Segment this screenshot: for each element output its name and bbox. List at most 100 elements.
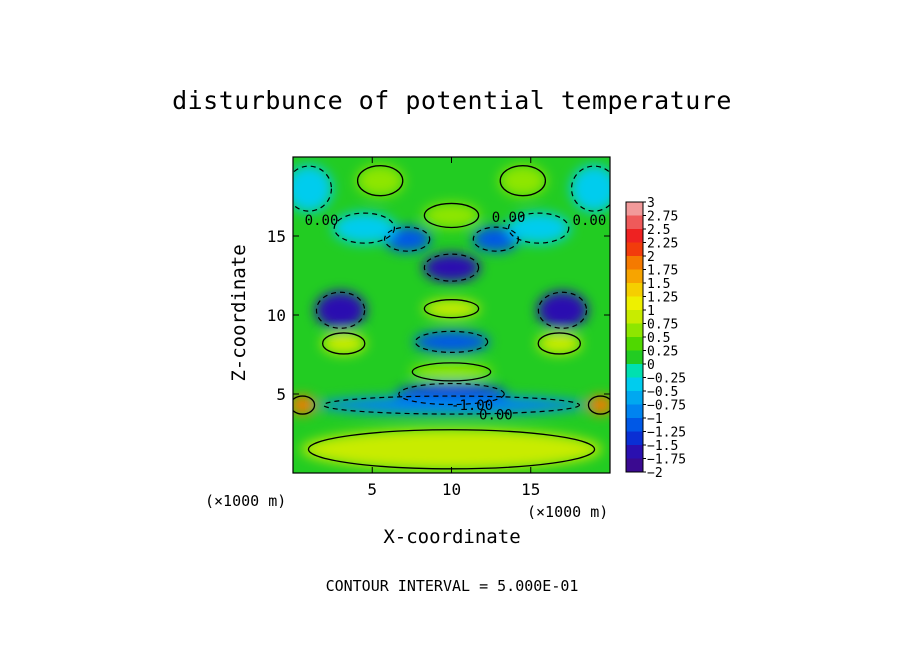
- contour-ring-green-mid-low: [411, 362, 492, 382]
- contour-ring-upper-left-cyan: [333, 212, 396, 244]
- colorbar-swatch-3: [626, 242, 643, 257]
- colorbar-label-19: −1.75: [647, 453, 686, 468]
- contour-ring-top-corner-left: [293, 165, 333, 212]
- contour-label-3: -1.00: [451, 398, 493, 414]
- field-region-upper-left-blue: [315, 291, 366, 330]
- field-region-top-corner-right: [570, 164, 610, 213]
- field-region-upper-right-blue: [537, 291, 588, 330]
- z-unit-label: (×1000 m): [205, 492, 287, 510]
- colorbar-swatch-2: [626, 229, 643, 243]
- contour-ring-lower-mid-blue: [398, 382, 505, 406]
- contour-ring-upper-mid-blue: [423, 253, 480, 282]
- colorbar-swatch-5: [626, 269, 643, 284]
- colorbar-swatch-10: [626, 337, 643, 351]
- field-region-upper-mid-blue-left: [383, 226, 431, 252]
- colorbar-label-9: 0.75: [647, 318, 678, 333]
- contour-interval-note: CONTOUR INTERVAL = 5.000E-01: [325, 577, 579, 595]
- y-tick-label-15: 15: [267, 227, 286, 246]
- field-region-green-top-left: [356, 164, 404, 197]
- colorbar-swatch-14: [626, 391, 643, 405]
- field-region-green-top: [422, 202, 481, 229]
- colorbar-label-6: 1.5: [647, 277, 670, 292]
- contour-ring-upper-right-blue: [537, 291, 588, 329]
- field-region-green-left: [321, 332, 366, 355]
- field-region-top-corner-left: [293, 164, 333, 213]
- colorbar-label-12: 0: [647, 358, 655, 373]
- colorbar-swatch-8: [626, 310, 643, 324]
- colorbar-label-17: −1.25: [647, 426, 686, 441]
- field-region-upper-left-cyan: [332, 212, 397, 244]
- colorbar-label-7: 1.25: [647, 291, 678, 306]
- colorbar-label-1: 2.75: [647, 210, 678, 225]
- contour-ring-green-top: [423, 202, 480, 229]
- field-region-yellow-bottom: [300, 428, 603, 470]
- contour-ring-green-top-left: [356, 165, 404, 197]
- x-tick-label-5: 5: [367, 480, 377, 499]
- colorbar-label-16: −1: [647, 412, 663, 427]
- field-region-hot-left-edge: [293, 395, 316, 415]
- colorbar-label-11: 0.25: [647, 345, 678, 360]
- field-region-green-top-right: [499, 164, 547, 197]
- colorbar-label-15: −0.75: [647, 399, 686, 414]
- axis-ticks: 5 10 15 5 10 15: [267, 157, 610, 499]
- contour-label-4: 0.00: [479, 408, 513, 424]
- colorbar-swatch-6: [626, 283, 643, 297]
- x-axis-label: X-coordinate: [383, 526, 521, 548]
- field-region-green-center: [422, 299, 481, 319]
- field-region-mid-blue: [413, 330, 490, 353]
- field-region-upper-mid-blue: [422, 253, 481, 282]
- colorbar-label-13: −0.25: [647, 372, 686, 387]
- contour-label-2: 0.00: [573, 213, 607, 229]
- chart-title: disturbunce of potential temperature: [172, 86, 732, 115]
- contour-ring-hot-left-edge: [293, 395, 316, 415]
- contour-label-1: 0.00: [492, 210, 526, 226]
- colorbar-label-8: 1: [647, 304, 655, 319]
- colorbar-swatch-18: [626, 445, 643, 459]
- colorbar-label-14: −0.5: [647, 385, 678, 400]
- colorbar-label-5: 1.75: [647, 264, 678, 279]
- colorbar-label-4: 2: [647, 250, 655, 265]
- y-tick-label-5: 5: [276, 385, 286, 404]
- contour-ring-green-right: [537, 332, 582, 355]
- colorbar-swatch-0: [626, 202, 643, 216]
- colorbar-label-3: 2.25: [647, 237, 678, 252]
- colorbar: 32.752.52.2521.751.51.2510.750.50.250−0.…: [625, 196, 686, 481]
- x-unit-label: (×1000 m): [527, 503, 609, 521]
- y-tick-label-10: 10: [267, 306, 286, 325]
- colorbar-swatch-9: [626, 323, 643, 338]
- contour-labels: 0.00 0.00 0.00-1.000.00: [305, 210, 607, 424]
- colorbar-swatch-11: [626, 350, 643, 365]
- field-region-green-mid-low: [410, 362, 493, 382]
- contour-ring-low-band-blue: [322, 395, 581, 415]
- colorbar-label-18: −1.5: [647, 439, 678, 454]
- colorbar-swatch-16: [626, 418, 643, 432]
- contour-ring-upper-mid-blue-left: [383, 226, 431, 252]
- x-tick-label-10: 10: [442, 480, 461, 499]
- contour-ring-green-center: [423, 299, 480, 319]
- colorbar-swatch-15: [626, 404, 643, 419]
- contour-field: [293, 157, 610, 473]
- contour-ring-upper-left-blue: [315, 291, 366, 329]
- field-region-upper-right-cyan: [506, 212, 571, 244]
- x-tick-label-15: 15: [521, 480, 540, 499]
- field-region-green-right: [537, 332, 582, 355]
- field-region-upper-mid-blue-right: [472, 226, 520, 252]
- colorbar-swatch-17: [626, 431, 643, 446]
- contour-lines: [293, 165, 610, 470]
- colorbar-label-10: 0.5: [647, 331, 670, 346]
- colorbar-swatch-12: [626, 364, 643, 378]
- contour-ring-mid-blue: [414, 330, 489, 353]
- contour-ring-hot-right-edge: [587, 395, 610, 415]
- contour-label-0: 0.00: [305, 213, 339, 229]
- field-region-hot-right-edge: [587, 395, 610, 415]
- colorbar-swatch-4: [626, 256, 643, 270]
- colorbar-swatch-1: [626, 215, 643, 230]
- colorbar-swatch-13: [626, 377, 643, 392]
- contour-ring-upper-right-cyan: [507, 212, 570, 244]
- colorbar-label-2: 2.5: [647, 223, 670, 238]
- colorbar-label-0: 3: [647, 196, 655, 211]
- contour-ring-green-top-right: [499, 165, 547, 197]
- colorbar-label-20: −2: [647, 466, 663, 481]
- contour-ring-green-left: [321, 332, 366, 355]
